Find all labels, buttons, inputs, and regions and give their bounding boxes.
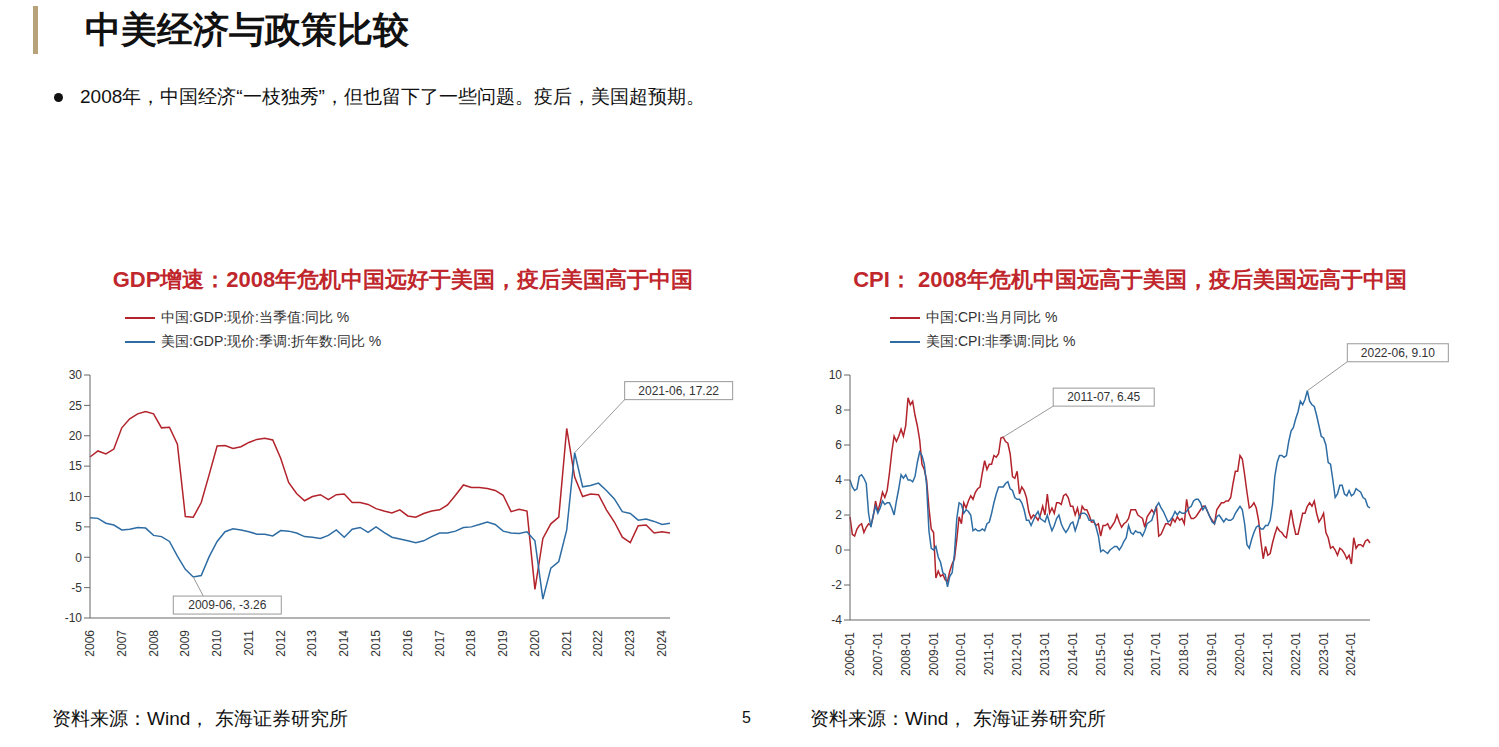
- svg-text:0: 0: [835, 543, 842, 557]
- svg-text:2019: 2019: [496, 630, 510, 657]
- html-text:中国:GDP:现价:当季值:同比 %: 中国:GDP:现价:当季值:同比 %: [161, 309, 350, 325]
- svg-text:10: 10: [69, 490, 83, 504]
- html-text:美国:GDP:现价:季调:折年数:同比 %: 美国:GDP:现价:季调:折年数:同比 %: [161, 333, 382, 349]
- html-text:资料来源：Wind， 东海证券研究所: 资料来源：Wind， 东海证券研究所: [52, 708, 348, 729]
- svg-text:-4: -4: [831, 613, 842, 627]
- svg-text:2011: 2011: [242, 630, 256, 656]
- svg-text:2007: 2007: [115, 630, 129, 657]
- svg-text:2021-06, 17.22: 2021-06, 17.22: [638, 384, 719, 398]
- svg-text:4: 4: [835, 473, 842, 487]
- svg-text:2014: 2014: [337, 630, 351, 657]
- svg-text:2015: 2015: [369, 630, 383, 657]
- svg-text:2021-01: 2021-01: [1261, 632, 1275, 676]
- svg-text:20: 20: [69, 429, 83, 443]
- svg-text:6: 6: [835, 438, 842, 452]
- html-text:GDP增速：2008年危机中国远好于美国，疫后美国高于中国: GDP增速：2008年危机中国远好于美国，疫后美国高于中国: [112, 267, 694, 292]
- svg-text:2013-01: 2013-01: [1038, 632, 1052, 676]
- html-text:中美经济与政策比较: 中美经济与政策比较: [85, 10, 409, 50]
- html-text:CPI： 2008年危机中国远高于美国，疫后美国远高于中国: CPI： 2008年危机中国远高于美国，疫后美国远高于中国: [853, 267, 1407, 292]
- svg-text:2022-01: 2022-01: [1289, 632, 1303, 676]
- svg-text:2021: 2021: [560, 630, 574, 657]
- svg-text:2022: 2022: [591, 630, 605, 657]
- svg-text:2014-01: 2014-01: [1066, 632, 1080, 676]
- svg-text:2013: 2013: [305, 630, 319, 657]
- svg-text:10: 10: [829, 368, 843, 382]
- svg-text:0: 0: [75, 551, 82, 565]
- svg-text:2012: 2012: [274, 630, 288, 657]
- svg-text:2009-01: 2009-01: [927, 632, 941, 676]
- svg-text:2015-01: 2015-01: [1094, 632, 1108, 676]
- html-text:美国:CPI:非季调:同比 %: 美国:CPI:非季调:同比 %: [926, 333, 1076, 349]
- svg-text:2024-01: 2024-01: [1344, 632, 1358, 676]
- svg-text:2022-06, 9.10: 2022-06, 9.10: [1361, 346, 1435, 360]
- svg-text:2020: 2020: [528, 630, 542, 657]
- svg-text:2023-01: 2023-01: [1317, 632, 1331, 676]
- svg-text:2010-01: 2010-01: [954, 632, 968, 676]
- svg-text:25: 25: [69, 399, 83, 413]
- svg-text:2020-01: 2020-01: [1233, 632, 1247, 676]
- html-text:资料来源：Wind， 东海证券研究所: 资料来源：Wind， 东海证券研究所: [810, 708, 1106, 729]
- svg-text:2010: 2010: [210, 630, 224, 657]
- svg-text:2023: 2023: [623, 630, 637, 657]
- html-text:2008年，中国经济“一枝独秀”，但也留下了一些问题。疫后，: 2008年，中国经济“一枝独秀”，但也留下了一些问题。疫后，美国超预期。: [80, 86, 705, 107]
- svg-text:2: 2: [835, 508, 842, 522]
- svg-text:2007-01: 2007-01: [871, 632, 885, 676]
- svg-text:2019-01: 2019-01: [1205, 632, 1219, 676]
- html-text:5: 5: [742, 709, 751, 726]
- svg-text:15: 15: [69, 459, 83, 473]
- svg-text:5: 5: [75, 520, 82, 534]
- svg-text:2018: 2018: [464, 630, 478, 657]
- svg-text:2006: 2006: [83, 630, 97, 657]
- svg-text:2011-01: 2011-01: [982, 632, 996, 675]
- svg-text:-2: -2: [831, 578, 842, 592]
- svg-text:2009-06, -3.26: 2009-06, -3.26: [188, 598, 266, 612]
- svg-text:30: 30: [69, 368, 83, 382]
- svg-text:2006-01: 2006-01: [843, 632, 857, 676]
- svg-text:2008-01: 2008-01: [899, 632, 913, 676]
- svg-text:2009: 2009: [178, 630, 192, 657]
- svg-text:8: 8: [835, 403, 842, 417]
- svg-text:-5: -5: [71, 581, 82, 595]
- html-text:中国:CPI:当月同比 %: 中国:CPI:当月同比 %: [926, 309, 1058, 325]
- svg-text:-10: -10: [65, 611, 83, 625]
- svg-text:2016-01: 2016-01: [1122, 632, 1136, 676]
- svg-text:2008: 2008: [147, 630, 161, 657]
- svg-text:2024: 2024: [655, 630, 669, 657]
- svg-text:2016: 2016: [401, 630, 415, 657]
- svg-text:2017-01: 2017-01: [1149, 632, 1163, 676]
- svg-text:2018-01: 2018-01: [1177, 632, 1191, 676]
- svg-text:2017: 2017: [433, 630, 447, 657]
- svg-text:2012-01: 2012-01: [1010, 632, 1024, 676]
- svg-text:2011-07, 6.45: 2011-07, 6.45: [1067, 390, 1140, 404]
